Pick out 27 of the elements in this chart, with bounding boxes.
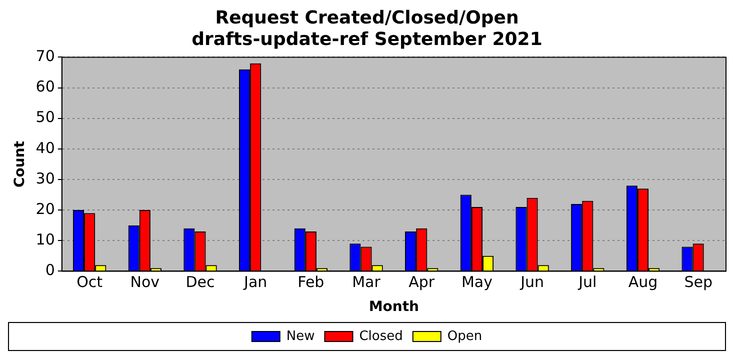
x-tick-label: Apr xyxy=(408,273,436,292)
x-tick-label: Aug xyxy=(628,273,658,292)
x-tick-label: Jul xyxy=(578,273,597,292)
legend-label: New xyxy=(286,328,316,344)
y-tick-label: 50 xyxy=(36,108,55,126)
x-tick-label: Mar xyxy=(352,273,382,292)
y-tick-label: 20 xyxy=(36,200,55,218)
y-tick-label: 30 xyxy=(36,169,55,188)
x-tick-label: Nov xyxy=(130,273,160,292)
x-tick-label: May xyxy=(461,273,493,292)
y-axis-title: Count xyxy=(12,140,28,188)
x-tick-label: Jan xyxy=(243,273,268,292)
x-tick-label: Dec xyxy=(186,273,215,292)
x-tick-label: Feb xyxy=(298,273,324,292)
x-axis-title: Month xyxy=(368,299,420,316)
y-tick-label: 0 xyxy=(45,261,55,280)
x-tick-label: Sep xyxy=(684,273,712,292)
y-tick-label: 40 xyxy=(36,138,55,157)
y-tick-label: 10 xyxy=(36,230,55,249)
legend-label: Open xyxy=(447,328,482,344)
legend-label: Closed xyxy=(359,328,403,344)
x-tick-label: Jun xyxy=(520,273,544,292)
y-tick-label: 70 xyxy=(36,47,55,66)
chart-subtitle: drafts-update-ref September 2021 xyxy=(192,29,542,50)
chart-title: Request Created/Closed/Open xyxy=(215,7,519,28)
x-tick-label: Oct xyxy=(76,273,103,292)
y-tick-label: 60 xyxy=(36,78,55,96)
